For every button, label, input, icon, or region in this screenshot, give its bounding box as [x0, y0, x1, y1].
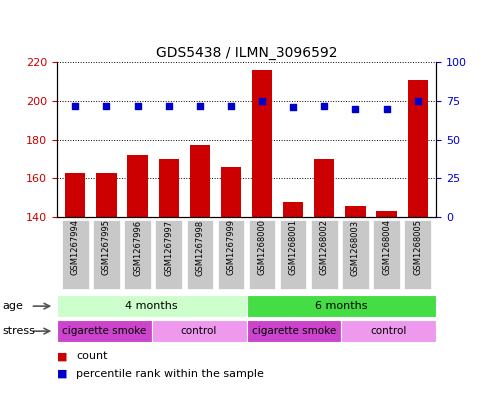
Title: GDS5438 / ILMN_3096592: GDS5438 / ILMN_3096592 [156, 46, 337, 60]
Bar [341, 320, 436, 342]
Text: ■: ■ [57, 351, 67, 361]
Bar [62, 220, 89, 289]
Text: age: age [2, 301, 23, 311]
Text: GSM1267995: GSM1267995 [102, 219, 111, 275]
Point [196, 103, 204, 109]
Bar [159, 159, 179, 217]
Bar [408, 79, 428, 217]
Bar [218, 220, 244, 289]
Bar [373, 220, 400, 289]
Text: stress: stress [2, 326, 35, 336]
Point [383, 105, 390, 112]
Bar [221, 167, 241, 217]
Bar [311, 220, 338, 289]
Text: GSM1268002: GSM1268002 [320, 219, 329, 275]
Bar [190, 145, 210, 217]
Text: GSM1268005: GSM1268005 [413, 219, 422, 275]
Point [165, 103, 173, 109]
Point [227, 103, 235, 109]
Point [258, 98, 266, 104]
Bar [124, 220, 151, 289]
Bar [128, 155, 148, 217]
Text: percentile rank within the sample: percentile rank within the sample [76, 369, 264, 379]
Bar [65, 173, 85, 217]
Bar [314, 159, 334, 217]
Text: GSM1268000: GSM1268000 [257, 219, 267, 275]
Bar [252, 70, 272, 217]
Text: ■: ■ [57, 369, 67, 379]
Bar [345, 206, 365, 217]
Bar [404, 220, 431, 289]
Text: GSM1268003: GSM1268003 [351, 219, 360, 275]
Bar [57, 320, 152, 342]
Point [103, 103, 110, 109]
Bar [377, 211, 397, 217]
Bar [187, 220, 213, 289]
Bar [93, 220, 120, 289]
Text: GSM1267998: GSM1267998 [195, 219, 204, 275]
Text: GSM1267994: GSM1267994 [71, 219, 80, 275]
Bar [246, 295, 436, 317]
Text: 6 months: 6 months [315, 301, 368, 311]
Point [71, 103, 79, 109]
Point [289, 104, 297, 110]
Bar [152, 320, 246, 342]
Text: cigarette smoke: cigarette smoke [252, 326, 336, 336]
Text: control: control [181, 326, 217, 336]
Point [414, 98, 422, 104]
Point [134, 103, 141, 109]
Text: GSM1268001: GSM1268001 [289, 219, 298, 275]
Text: GSM1268004: GSM1268004 [382, 219, 391, 275]
Text: GSM1267997: GSM1267997 [164, 219, 173, 275]
Text: cigarette smoke: cigarette smoke [62, 326, 146, 336]
Bar [96, 173, 116, 217]
Bar [342, 220, 369, 289]
Bar [57, 295, 246, 317]
Point [352, 105, 359, 112]
Bar [280, 220, 306, 289]
Text: 4 months: 4 months [125, 301, 178, 311]
Point [320, 103, 328, 109]
Bar [155, 220, 182, 289]
Text: GSM1267999: GSM1267999 [226, 219, 236, 275]
Bar [246, 320, 341, 342]
Text: GSM1267996: GSM1267996 [133, 219, 142, 275]
Bar [249, 220, 275, 289]
Text: control: control [371, 326, 407, 336]
Text: count: count [76, 351, 108, 361]
Bar [283, 202, 303, 217]
